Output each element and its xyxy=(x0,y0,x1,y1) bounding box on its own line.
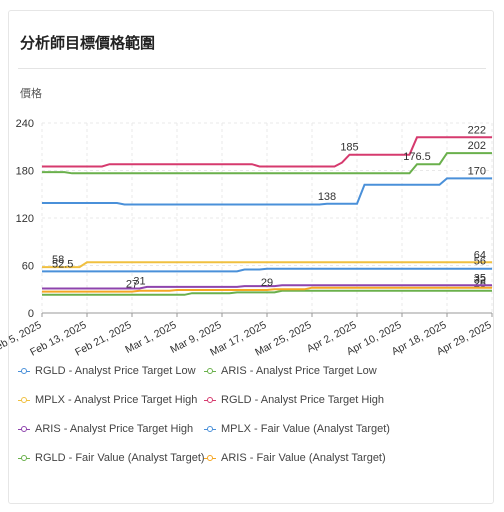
legend-label: ARIS - Fair Value (Analyst Target) xyxy=(221,452,386,464)
data-label: 185 xyxy=(340,142,358,154)
legend-item[interactable]: MPLX - Fair Value (Analyst Target) xyxy=(204,423,390,435)
data-label: 222 xyxy=(468,124,486,136)
legend-swatch-icon xyxy=(204,368,216,374)
legend-item[interactable]: RGLD - Analyst Price Target High xyxy=(204,394,384,406)
data-label: 138 xyxy=(318,191,336,203)
legend-label: ARIS - Analyst Price Target High xyxy=(35,423,194,435)
series-line-0 xyxy=(42,177,492,206)
y-tick-label: 60 xyxy=(22,261,34,273)
y-tick-label: 0 xyxy=(28,308,34,320)
data-label: 29 xyxy=(261,277,273,289)
legend-item[interactable]: MPLX - Analyst Price Target High xyxy=(18,394,197,406)
legend-item[interactable]: RGLD - Fair Value (Analyst Target) xyxy=(18,452,205,464)
data-label: 202 xyxy=(468,140,486,152)
legend-swatch-icon xyxy=(204,455,216,461)
data-label: 170 xyxy=(468,165,486,177)
series-line-2 xyxy=(42,261,492,269)
data-label: 27 xyxy=(126,279,138,291)
data-label: 176.5 xyxy=(403,151,431,163)
series-line-4 xyxy=(42,284,492,290)
series-line-3 xyxy=(42,136,492,168)
data-label: 32 xyxy=(474,275,486,287)
data-label: 52.5 xyxy=(52,258,73,270)
legend-item[interactable]: ARIS - Analyst Price Target High xyxy=(18,423,193,435)
series-line-5 xyxy=(42,267,492,273)
legend-item[interactable]: RGLD - Analyst Price Target Low xyxy=(18,365,196,377)
legend-label: MPLX - Analyst Price Target High xyxy=(35,394,198,406)
y-tick-label: 240 xyxy=(16,118,34,130)
legend-item[interactable]: ARIS - Analyst Price Target Low xyxy=(204,365,377,377)
data-label: 64 xyxy=(474,249,486,261)
legend-swatch-icon xyxy=(18,426,30,432)
legend-swatch-icon xyxy=(18,397,30,403)
data-label: 58 xyxy=(52,254,64,266)
legend-label: RGLD - Analyst Price Target High xyxy=(221,394,385,406)
data-label: 56 xyxy=(474,256,486,268)
y-tick-label: 180 xyxy=(16,166,34,178)
y-axis-label: 價格 xyxy=(20,88,42,100)
series-line-6 xyxy=(42,152,492,175)
legend-label: MPLX - Fair Value (Analyst Target) xyxy=(221,423,390,435)
legend-label: RGLD - Analyst Price Target Low xyxy=(35,365,196,377)
legend-item[interactable]: ARIS - Fair Value (Analyst Target) xyxy=(204,452,386,464)
legend-swatch-icon xyxy=(18,455,30,461)
title-divider xyxy=(18,68,486,69)
series-line-7 xyxy=(42,286,492,293)
legend-swatch-icon xyxy=(204,397,216,403)
chart-card xyxy=(8,10,494,504)
series-line-1 xyxy=(42,289,492,296)
legend-swatch-icon xyxy=(204,426,216,432)
legend-label: ARIS - Analyst Price Target Low xyxy=(221,365,377,377)
legend-swatch-icon xyxy=(18,368,30,374)
y-tick-label: 120 xyxy=(16,213,34,225)
legend-label: RGLD - Fair Value (Analyst Target) xyxy=(35,452,205,464)
data-label: 31 xyxy=(133,275,145,287)
data-label: 35 xyxy=(474,272,486,284)
chart-title: 分析師目標價格範圍 xyxy=(20,35,156,52)
